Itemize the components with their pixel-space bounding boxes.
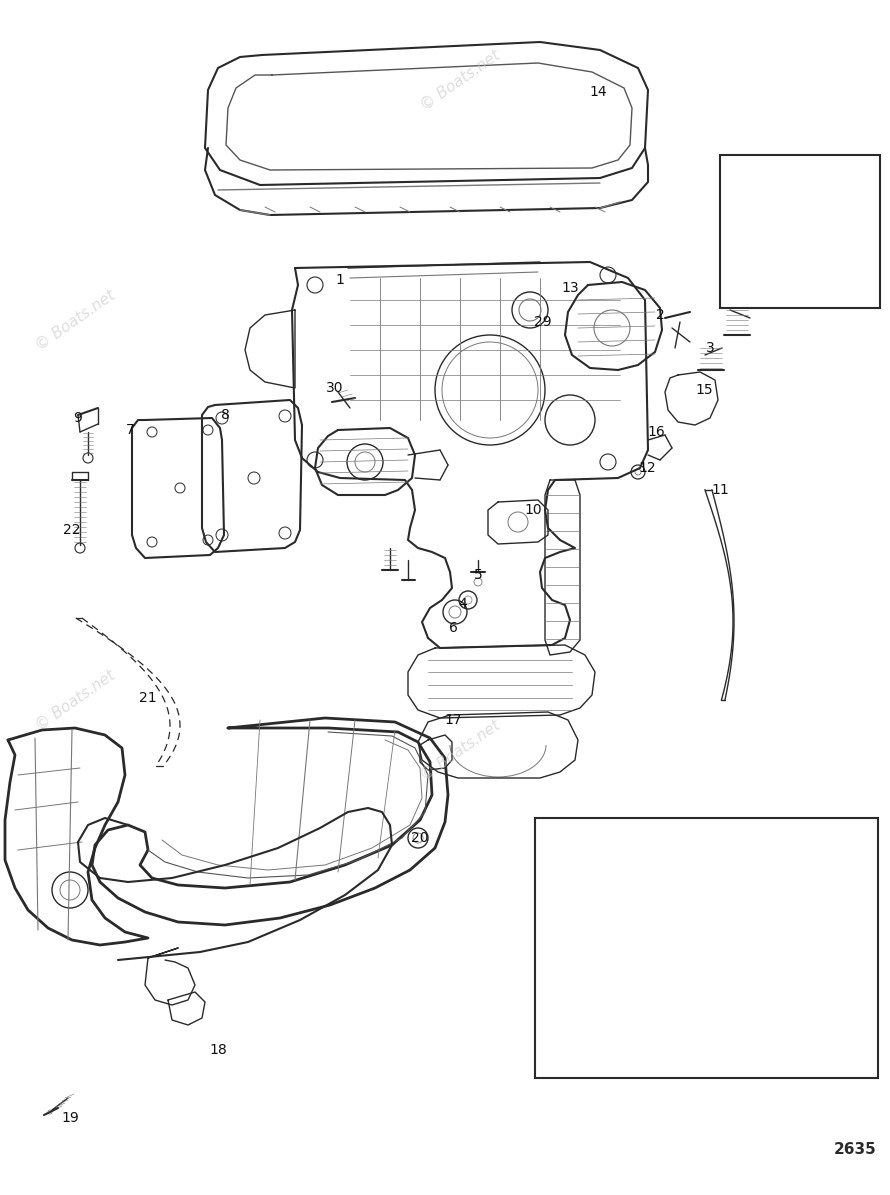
Text: 1: 1 [336,272,344,287]
Text: 7: 7 [125,423,134,437]
Text: 6: 6 [449,621,457,635]
Text: 4: 4 [458,598,467,611]
Text: 16: 16 [647,425,665,439]
Text: 14: 14 [589,85,607,99]
Text: © Boats.net: © Boats.net [417,47,503,112]
Text: © Boats.net: © Boats.net [33,287,117,353]
Text: 13: 13 [562,281,578,295]
Text: 26: 26 [671,1053,689,1067]
Text: 10: 10 [524,503,542,517]
Text: 11: 11 [711,483,729,497]
Text: 30: 30 [327,381,344,396]
Text: 3: 3 [706,341,715,355]
Text: 2635: 2635 [834,1142,877,1158]
Text: © Boats.net: © Boats.net [33,667,117,733]
Text: 19: 19 [61,1111,79,1124]
Text: 29: 29 [534,315,552,329]
Text: 28: 28 [849,191,867,206]
Text: 2: 2 [656,308,664,321]
Text: 15: 15 [695,384,713,397]
Text: 18: 18 [209,1043,227,1058]
Bar [535,819,878,1078]
Text: 12: 12 [638,461,656,474]
Text: 23: 23 [791,1041,809,1055]
Text: 22: 22 [63,523,81,537]
Text: © Boats.net: © Boats.net [417,717,503,783]
Text: 17: 17 [444,713,462,727]
Text: 20: 20 [411,831,429,845]
Bar [720,155,880,308]
Text: 21: 21 [139,691,157,705]
Text: 8: 8 [221,407,230,422]
Text: 25: 25 [793,888,811,902]
Text: 27: 27 [831,251,849,265]
Text: 9: 9 [74,411,83,425]
Text: 5: 5 [473,568,482,582]
Text: 24: 24 [801,921,819,934]
